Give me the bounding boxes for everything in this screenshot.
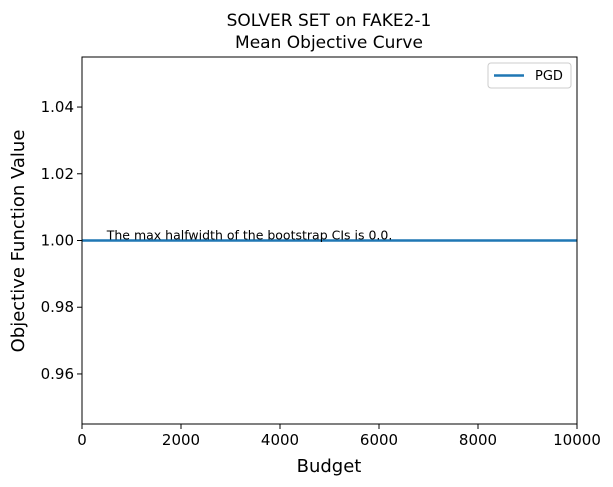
- ci-annotation: The max halfwidth of the bootstrap CIs i…: [106, 228, 393, 243]
- x-axis: 0 2000 4000 6000 8000 10000: [77, 424, 601, 449]
- y-axis: 0.96 0.98 1.00 1.02 1.04: [41, 98, 82, 383]
- chart-title-line2: Mean Objective Curve: [235, 33, 423, 53]
- y-tick-label: 1.04: [41, 98, 74, 116]
- x-tick-label: 6000: [360, 431, 398, 449]
- legend-box: [487, 62, 572, 89]
- y-tick-label: 1.00: [41, 232, 74, 250]
- y-axis-label: Objective Function Value: [8, 130, 29, 353]
- x-axis-label: Budget: [297, 456, 362, 477]
- y-tick-label: 0.98: [41, 298, 74, 316]
- plot-content: The max halfwidth of the bootstrap CIs i…: [82, 228, 577, 243]
- x-tick-label: 4000: [261, 431, 299, 449]
- y-tick-label: 0.96: [41, 365, 74, 383]
- y-tick-label: 1.02: [41, 165, 74, 183]
- x-tick-label: 2000: [162, 431, 200, 449]
- legend-label-pgd: PGD: [535, 69, 563, 84]
- x-tick-label: 8000: [459, 431, 497, 449]
- x-tick-label: 0: [77, 431, 87, 449]
- legend: PGD: [487, 62, 572, 89]
- chart-title-line1: SOLVER SET on FAKE2-1: [227, 11, 432, 31]
- x-tick-label: 10000: [553, 431, 601, 449]
